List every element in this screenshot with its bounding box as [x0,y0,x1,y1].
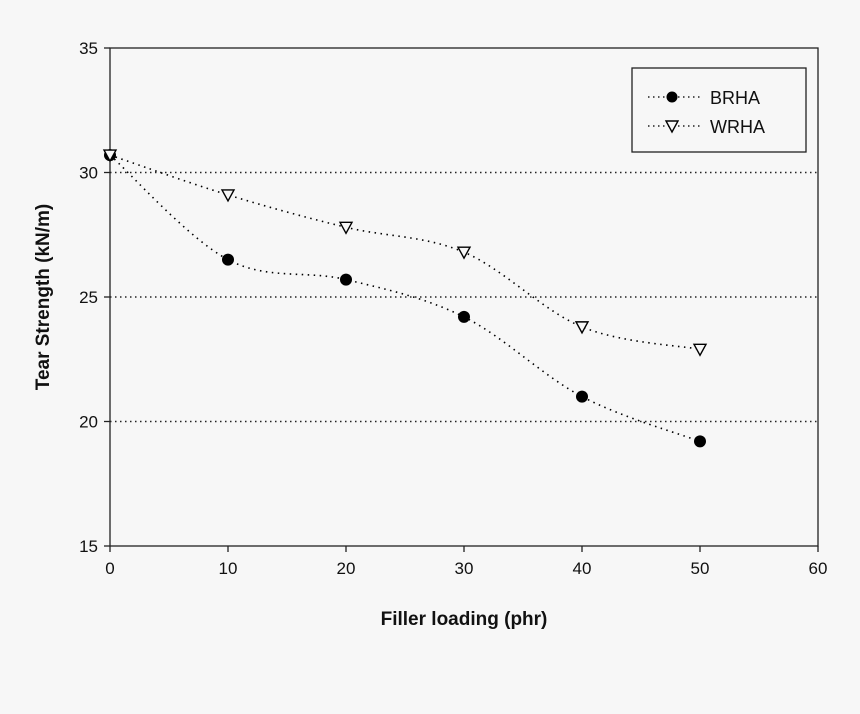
data-point-wrha-10 [220,189,236,203]
x-tick-label: 0 [105,559,114,578]
legend-box [631,67,807,153]
y-tick-label: 25 [79,288,98,307]
x-tick-label: 20 [337,559,356,578]
data-point-wrha-20 [338,221,354,235]
data-point-wrha-30 [456,246,472,260]
legend-label-brha: BRHA [710,88,760,108]
x-tick-label: 10 [219,559,238,578]
x-tick-label: 40 [573,559,592,578]
y-tick-label: 35 [79,39,98,58]
data-point-wrha-40 [574,321,590,335]
x-tick-label: 50 [691,559,710,578]
data-point-brha-40 [576,390,588,403]
y-tick-label: 20 [79,413,98,432]
data-point-brha-50 [694,435,706,448]
x-axis-label: Filler loading (phr) [381,609,548,630]
data-point-wrha-50 [692,343,708,357]
x-tick-label: 30 [455,559,474,578]
data-point-brha-20 [340,273,352,286]
legend-marker-brha [666,91,678,103]
data-point-brha-30 [458,310,470,323]
legend-label-wrha: WRHA [710,117,765,137]
y-axis-label: Tear Strength (kN/m) [33,204,54,391]
x-tick-label: 60 [809,559,828,578]
legend-marker-wrha [664,120,680,134]
series-line-brha [109,154,701,443]
y-tick-label: 30 [79,164,98,183]
y-tick-label: 15 [79,537,98,556]
legend: BRHA WRHA [631,67,807,153]
data-point-wrha-0 [102,149,118,163]
series-line-wrha [109,154,701,351]
data-point-brha-10 [222,253,234,266]
